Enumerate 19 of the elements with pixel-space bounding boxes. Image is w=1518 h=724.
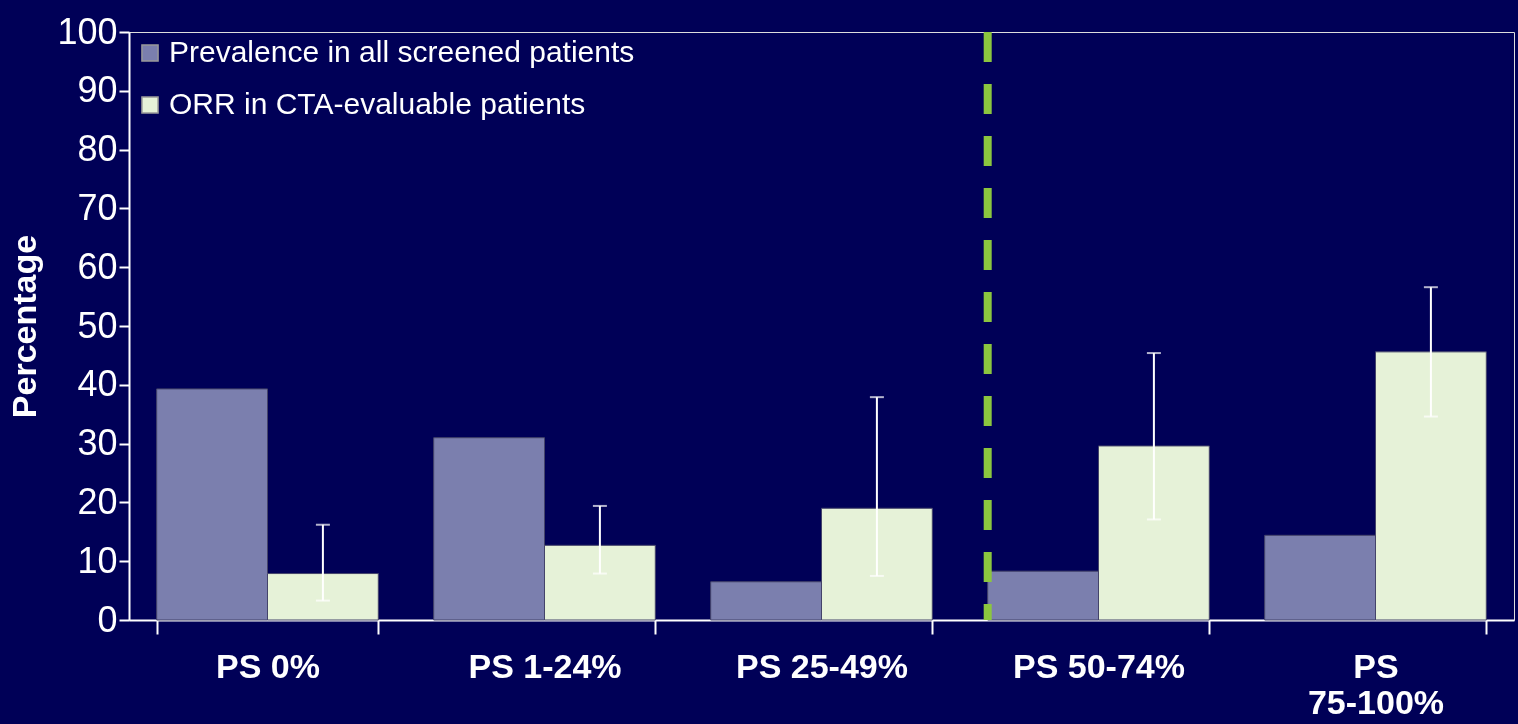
y-tick-label: 90	[77, 69, 118, 111]
y-tick-label: 50	[77, 304, 118, 346]
x-tick-label: PS 75-100%	[1307, 646, 1445, 721]
y-tick-label: 0	[97, 598, 118, 640]
y-tick-label: 80	[77, 128, 118, 170]
x-tick-label: PS 50-74%	[1013, 646, 1185, 685]
x-tick-label: PS 1-24%	[468, 646, 622, 685]
x-tick-label: PS 0%	[216, 646, 320, 685]
y-tick-label: 70	[77, 186, 118, 228]
y-tick-label: 60	[77, 245, 118, 287]
x-tick-label: PS 25-49%	[736, 646, 908, 685]
y-tick-label: 40	[77, 363, 118, 405]
legend-label: ORR in CTA-evaluable patients	[169, 87, 586, 120]
y-tick-label: 10	[77, 539, 118, 581]
y-tick-label: 20	[77, 480, 118, 522]
y-tick-label: 100	[57, 10, 118, 52]
legend-label: Prevalence in all screened patients	[169, 35, 635, 68]
y-axis-title: Percentage	[5, 234, 44, 419]
y-tick-label: 30	[77, 422, 118, 464]
